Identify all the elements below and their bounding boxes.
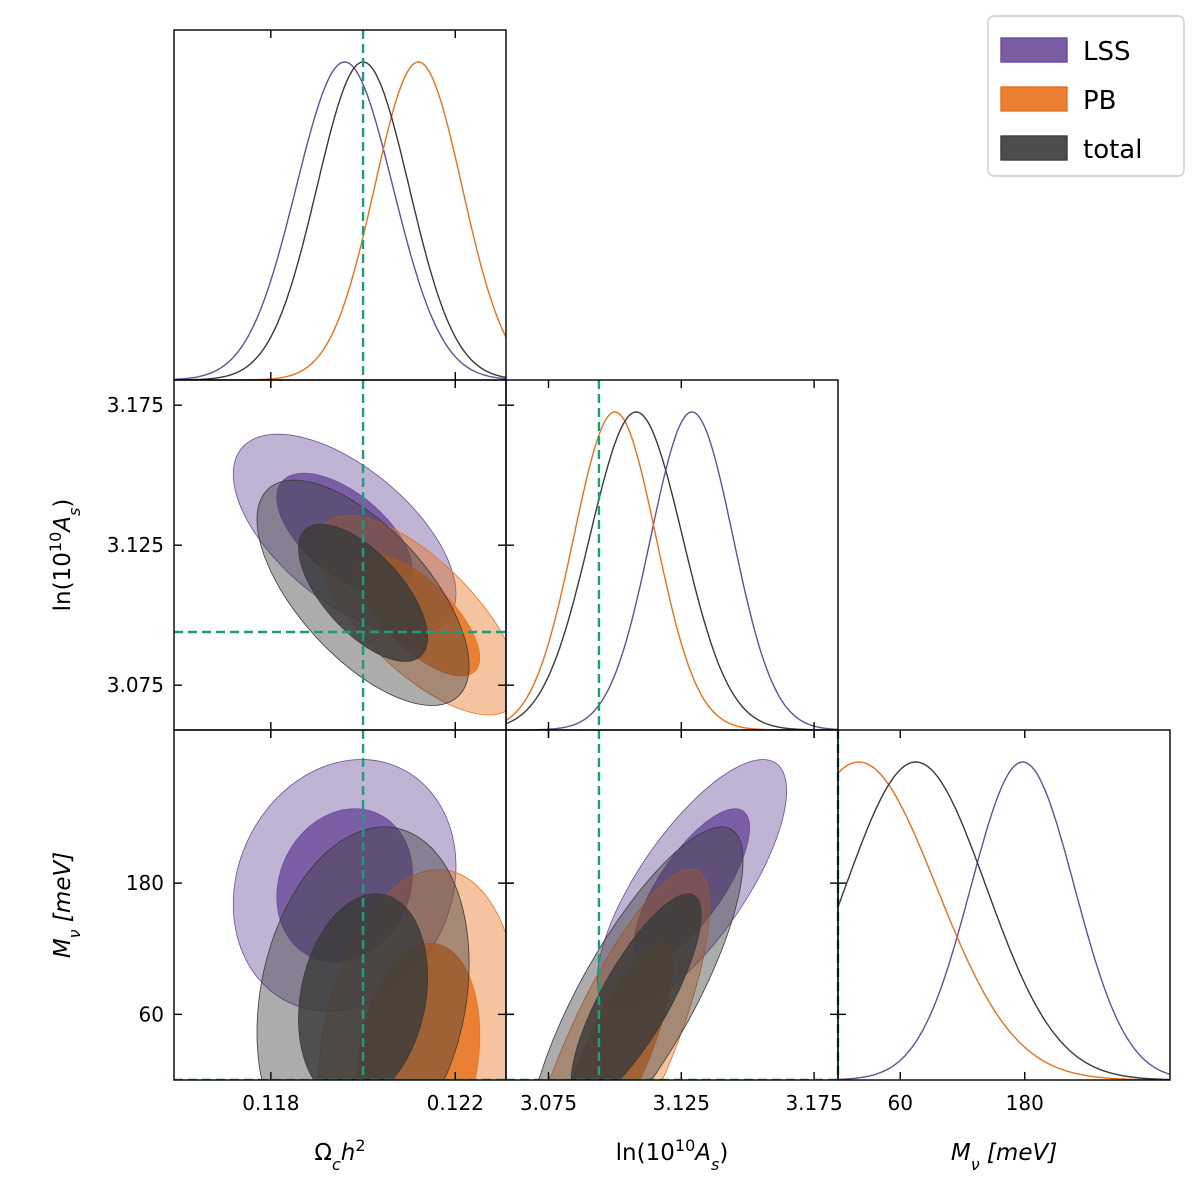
x-tick-label-mnu: 180 [1006,1091,1044,1115]
axis-label-logA: ln(1010As) [616,1136,729,1174]
marginal-curve-pb [506,411,838,730]
axis-label-sub: s [711,1155,719,1174]
axis-label-sub: s [65,508,84,516]
axis-label-part: ln(10 [50,552,76,611]
y-tick-label-mnu: 60 [139,1002,164,1026]
axis-label-sup: 10 [675,1136,695,1155]
axis-label-part: Ω [314,1140,332,1166]
legend: LSS PB total [987,15,1185,177]
axis-label-sub: ν [65,929,84,938]
marginal-curve-total [506,411,838,730]
contour-panel-omch2-mnu [174,759,506,1080]
axis-label-part: h [341,1140,356,1166]
axis-label-part: ) [50,499,76,508]
x-tick-label-mnu: 60 [888,1091,913,1115]
panels-layer [174,30,1170,1080]
axis-label-mnu: Mν [meV] [951,1140,1057,1174]
axis-label-part: [meV] [980,1140,1058,1166]
legend-label-pb: PB [1083,86,1117,116]
axis-label-part: [meV] [50,852,76,930]
axis-label-part: ) [719,1140,728,1166]
axis-label-part: M [951,1140,971,1166]
legend-swatch-pb [1000,86,1068,112]
x-tick-label-omch2: 0.118 [242,1091,299,1115]
frames-layer [173,29,1171,1081]
axis-label-sub: ν [971,1155,980,1174]
labels-layer: 0.118 0.122 3.075 3.125 3.175 60 180 3.075 3.125… [46,393,1058,1173]
y-tick-label-mnu: 180 [126,871,164,895]
legend-swatch-total [1000,135,1068,161]
y-tick-label-logA: 3.075 [107,673,164,697]
legend-swatch-lss [1000,37,1068,63]
x-tick-label-omch2: 0.122 [427,1091,484,1115]
axis-label-mnu: Mν [meV] [50,852,84,958]
marginal-panel-omch2 [174,61,506,380]
x-tick-label-logA: 3.175 [785,1091,842,1115]
marginal-panel-mnu [838,761,1170,1080]
marginal-curve-lss [174,61,506,380]
marginal-curve-total [838,761,1170,1080]
y-tick-label-logA: 3.125 [107,533,164,557]
axis-label-omch2: Ωch2 [314,1136,365,1174]
legend-label-lss: LSS [1083,37,1131,67]
contour-panel-logA-mnu [506,759,838,1080]
marginal-panel-logA [506,411,838,730]
panel-frame [837,729,1171,1081]
axis-label-logA: ln(1010As) [46,499,84,612]
x-tick-label-logA: 3.125 [653,1091,710,1115]
contour-68-total [570,893,702,1080]
marginal-curve-pb [174,61,506,380]
marginal-curve-lss [838,761,1170,1080]
axis-label-part: M [50,938,76,958]
axis-label-part: ln(10 [616,1140,675,1166]
panel-frame [173,29,507,381]
marginal-curve-pb [838,761,1170,1080]
marginal-curve-lss [506,411,838,730]
marginal-curve-total [174,61,506,380]
contour-panel-omch2-logA [174,433,506,716]
axis-label-part: A [50,516,76,534]
axis-label-sup: 2 [355,1136,365,1155]
legend-label-total: total [1083,135,1142,165]
y-tick-label-logA: 3.175 [107,393,164,417]
axis-label-sup: 10 [46,532,65,552]
x-tick-label-logA: 3.075 [520,1091,577,1115]
axis-label-sub: c [332,1155,341,1174]
axis-label-part: A [693,1140,711,1166]
panel-frame [505,379,839,731]
